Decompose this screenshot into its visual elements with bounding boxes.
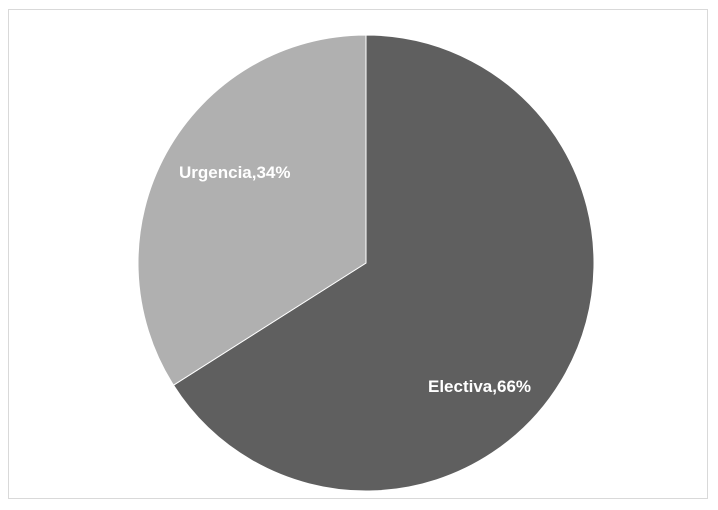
pie-slice-electiva bbox=[172, 34, 595, 492]
pie-slice-urgencia bbox=[137, 34, 367, 386]
slice-label-electiva: Electiva,66% bbox=[428, 377, 531, 396]
pie-slices bbox=[137, 34, 595, 492]
slice-label-urgencia: Urgencia,34% bbox=[179, 163, 291, 182]
pie-labels: Electiva,66% Urgencia,34% bbox=[179, 163, 531, 396]
